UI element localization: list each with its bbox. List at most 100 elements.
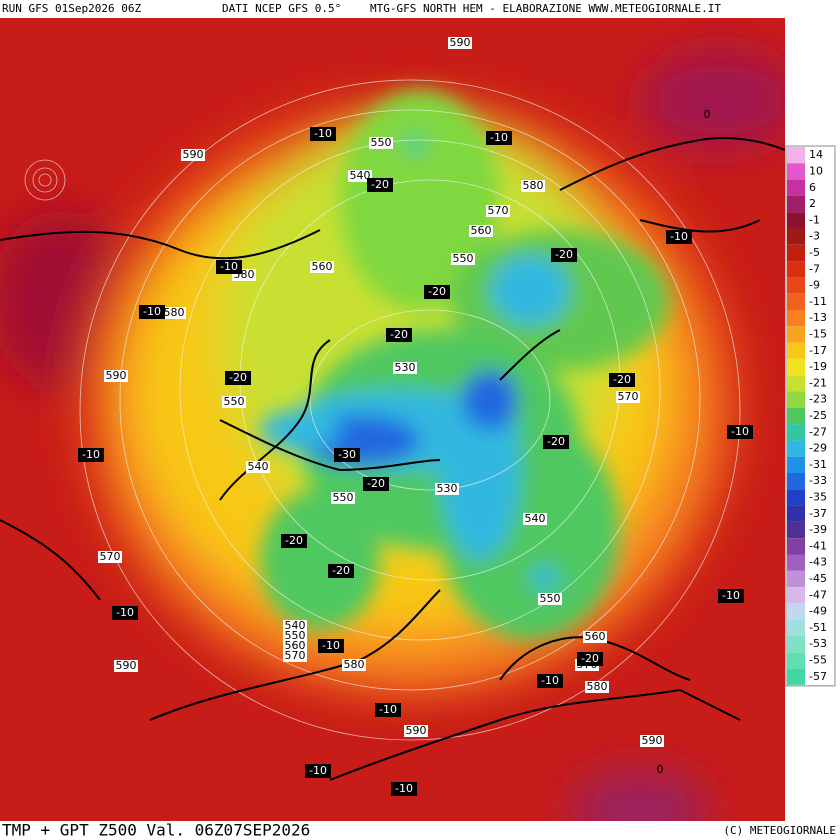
height-label: 590 [450, 36, 471, 49]
temperature-label-box [718, 589, 744, 603]
data-source: DATI NCEP GFS 0.5° [222, 2, 341, 15]
height-label: 550 [540, 592, 561, 605]
height-label-box [469, 225, 493, 237]
temperature-label: -10 [116, 606, 134, 619]
temperature-label: -20 [428, 285, 446, 298]
temperature-label-box [305, 764, 331, 778]
copyright: (C) METEOGIORNALE [723, 824, 836, 837]
height-label: 550 [285, 629, 306, 642]
map-title: TMP + GPT Z500 Val. 06Z07SEP2026 [2, 821, 310, 840]
temperature-label-box [281, 534, 307, 548]
legend-label: -47 [809, 588, 827, 601]
temperature-label: -10 [490, 131, 508, 144]
legend-swatch [787, 195, 805, 213]
temperature-label: -10 [322, 639, 340, 652]
legend-swatch [787, 489, 805, 506]
temperature-label-box [486, 131, 512, 145]
height-label: 530 [395, 361, 416, 374]
temperature-label: -10 [82, 448, 100, 461]
legend-swatch [787, 212, 805, 229]
legend-label: -5 [809, 246, 820, 259]
height-label-box [616, 391, 640, 403]
legend-swatch [787, 375, 805, 392]
legend-label: -13 [809, 311, 827, 324]
height-label: 590 [406, 724, 427, 737]
legend-label: -45 [809, 572, 827, 585]
legend-swatch [787, 228, 805, 245]
temperature-label-box [386, 328, 412, 342]
height-label: 580 [523, 179, 544, 192]
height-label: 550 [333, 491, 354, 504]
temperature-label: -30 [338, 448, 356, 461]
height-label: 540 [248, 460, 269, 473]
legend-label: 14 [809, 148, 823, 161]
temperature-label: -10 [395, 782, 413, 795]
temperature-label-box [424, 285, 450, 299]
height-label: 590 [116, 659, 137, 672]
legend-swatch [787, 554, 805, 571]
height-label-box [331, 492, 355, 504]
legend-label: -31 [809, 458, 827, 471]
legend-label: -21 [809, 376, 827, 389]
legend-swatch [787, 521, 805, 539]
height-label-box [283, 620, 307, 632]
height-label-box [583, 631, 607, 643]
legend-label: -53 [809, 637, 827, 650]
height-label: 0 [657, 763, 664, 776]
height-label-box [283, 630, 307, 642]
temperature-label-box [225, 371, 251, 385]
legend-label: -43 [809, 556, 827, 569]
height-label-box [342, 659, 366, 671]
legend-swatch [787, 163, 805, 180]
height-label: 0 [704, 108, 711, 121]
height-label: 560 [471, 224, 492, 237]
temperature-label-box [391, 782, 417, 796]
legend-swatch [787, 244, 805, 262]
temperature-label: -10 [143, 305, 161, 318]
legend-swatch [787, 587, 805, 604]
temperature-label: -20 [229, 371, 247, 384]
height-label: 570 [285, 649, 306, 662]
legend-label: -1 [809, 213, 820, 226]
height-label-box [451, 253, 475, 265]
legend-label: -9 [809, 279, 820, 292]
legend-label: -7 [809, 262, 820, 275]
legend-label: 10 [809, 164, 823, 177]
height-label-box [640, 735, 664, 747]
temperature-label-box [363, 477, 389, 491]
height-label-box [404, 725, 428, 737]
temperature-label: -20 [332, 564, 350, 577]
height-label-box [283, 650, 307, 662]
temperature-label-box [328, 564, 354, 578]
height-label-box [435, 483, 459, 495]
temperature-label-box [666, 230, 692, 244]
temperature-label: -20 [371, 178, 389, 191]
temperature-label: -20 [555, 248, 573, 261]
height-label-box [369, 137, 393, 149]
height-label: 540 [285, 619, 306, 632]
temperature-label-box [139, 305, 165, 319]
legend-label: -33 [809, 474, 827, 487]
legend-label: -29 [809, 442, 827, 455]
height-label: 540 [350, 169, 371, 182]
legend-label: -15 [809, 327, 827, 340]
height-label-box [523, 513, 547, 525]
temperature-label-box [78, 448, 104, 462]
legend-swatch [787, 603, 805, 620]
temperature-label-box [216, 260, 242, 274]
temperature-label-box [334, 448, 360, 462]
height-label: 560 [285, 639, 306, 652]
height-label-box [283, 640, 307, 652]
height-label: 590 [106, 369, 127, 382]
height-label-box [448, 37, 472, 49]
legend-label: -19 [809, 360, 827, 373]
legend-swatch [787, 619, 805, 636]
legend-swatch [787, 147, 805, 164]
height-label-box [348, 170, 372, 182]
temperature-label-box [551, 248, 577, 262]
contour-labels: 5905905505405805705605505805605805905305… [78, 36, 753, 796]
temperature-field [0, 18, 785, 821]
temperature-label-box [318, 639, 344, 653]
height-label-box [162, 307, 186, 319]
